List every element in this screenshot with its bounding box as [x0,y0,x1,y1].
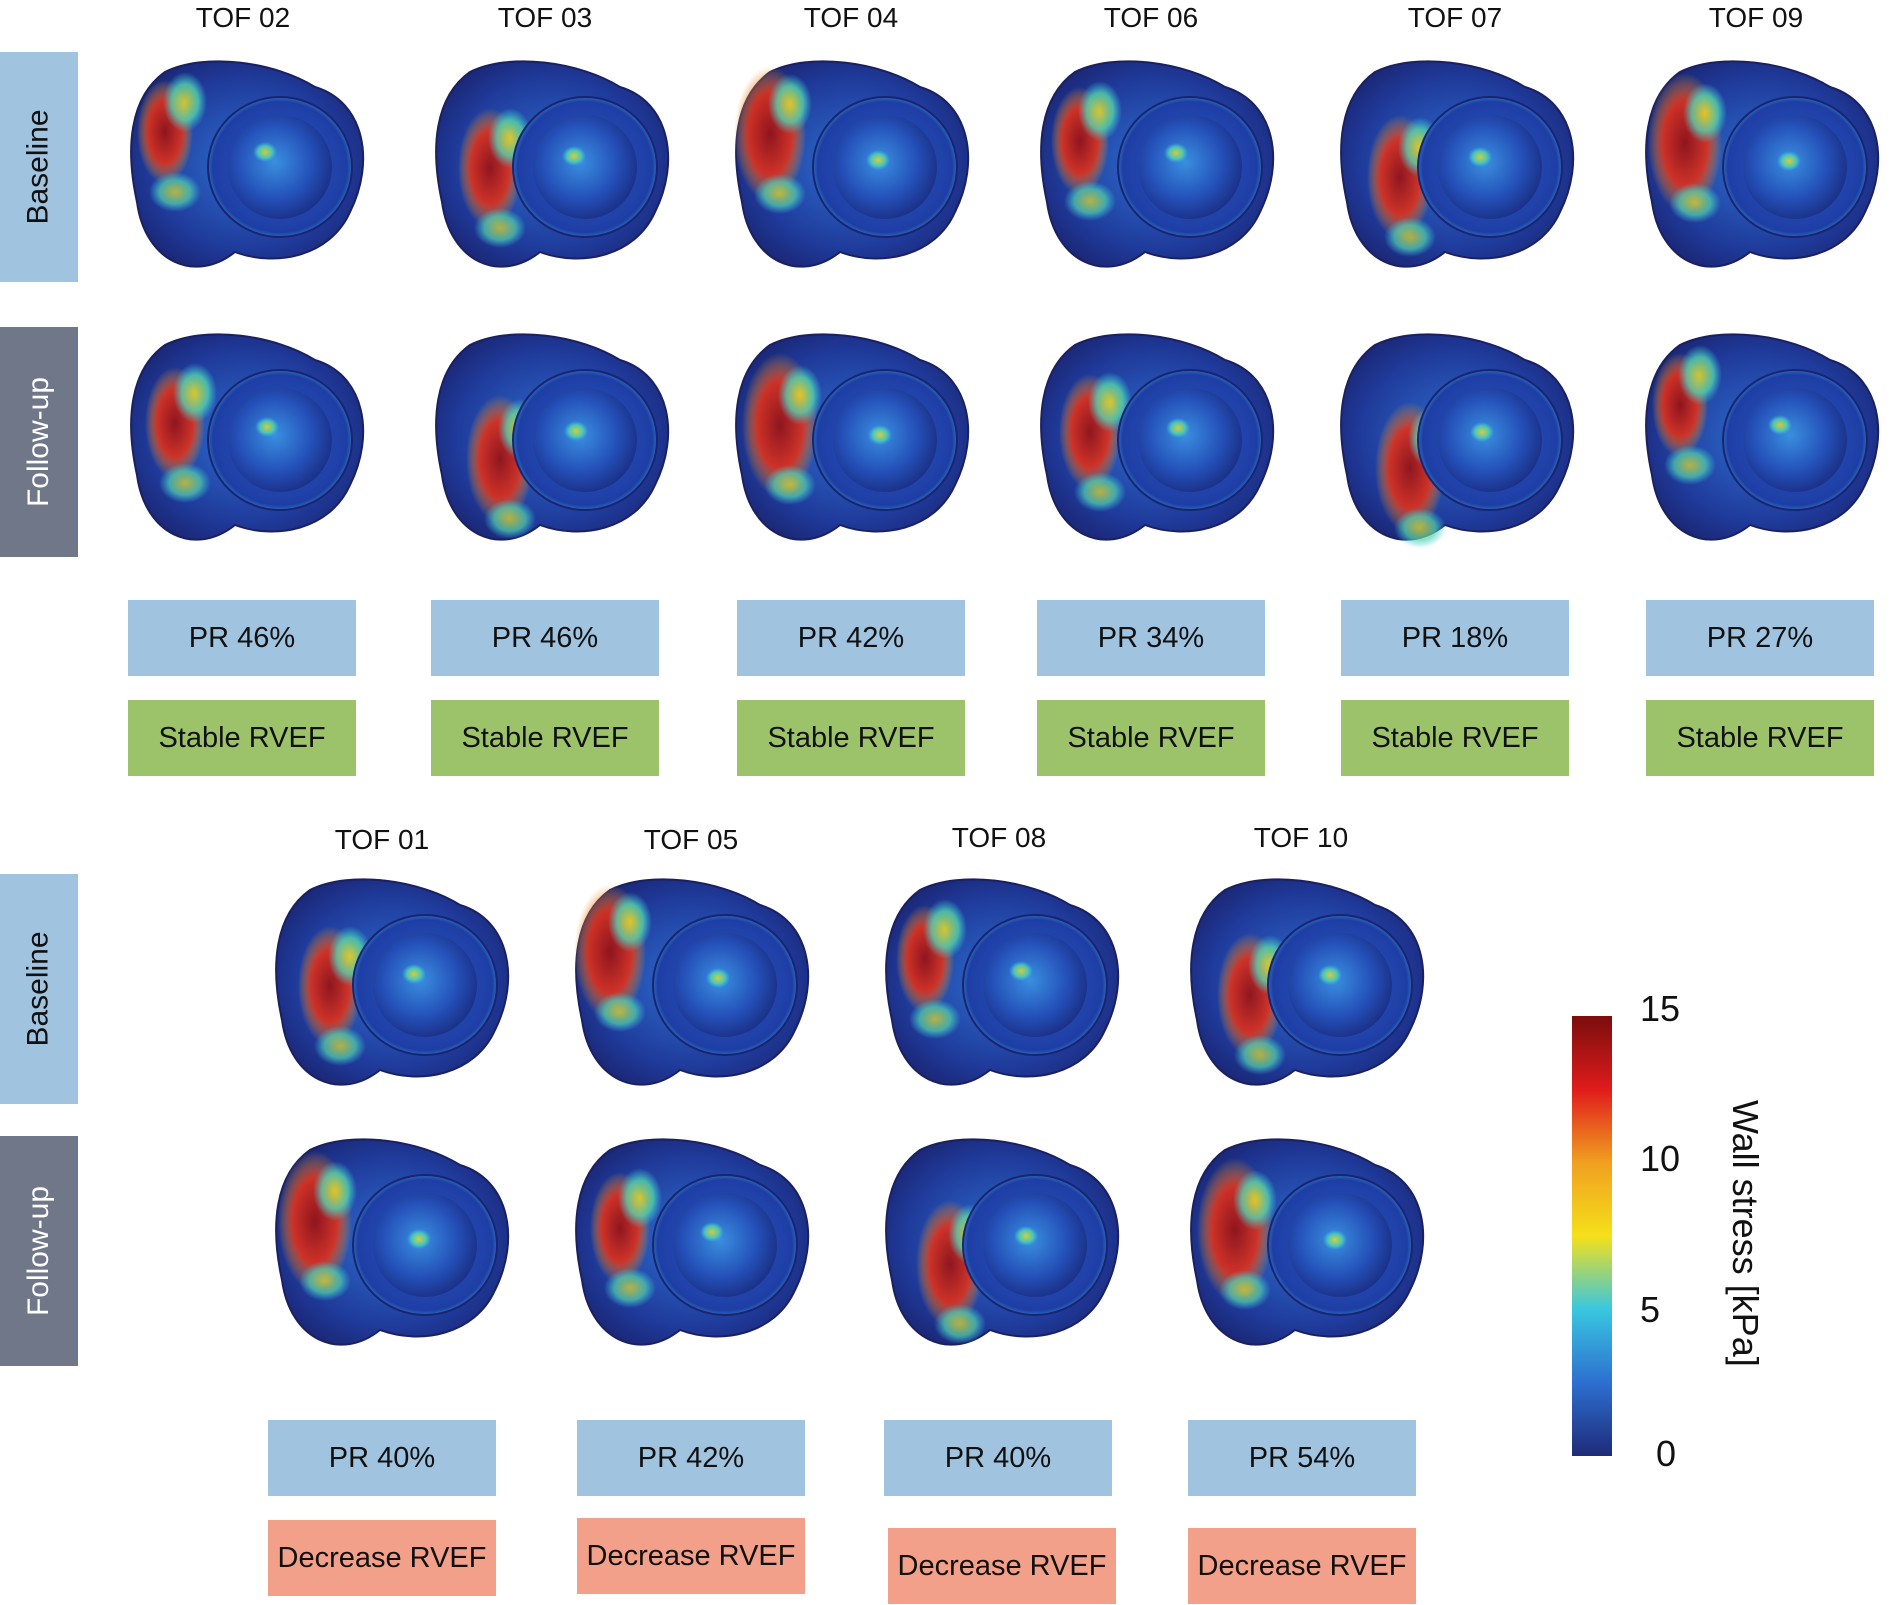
colorbar-gradient [1572,1016,1612,1456]
heart-stress-map [1645,333,1880,541]
row-label-text: Baseline [22,109,56,225]
pr-badge: PR 42% [577,1420,805,1496]
heart-stress-map [1040,60,1275,268]
rvef-badge: Stable RVEF [431,700,659,776]
column-title: TOF 02 [195,2,291,33]
colorbar-tick: 15 [1640,988,1681,1029]
colorbar-tick: 5 [1640,1289,1661,1330]
heart-stress-map [435,60,670,268]
rvef-badge: Stable RVEF [1037,700,1265,776]
rvef-badge: Decrease RVEF [577,1518,805,1594]
column-title: TOF 09 [1708,2,1804,33]
pr-badge: PR 18% [1341,600,1569,676]
column-title: TOF 04 [803,2,899,33]
rvef-badge: Decrease RVEF [888,1528,1116,1604]
colorbar-tick: 10 [1640,1138,1681,1179]
heart-stress-map [130,60,365,268]
row-label-followup: Follow-up [0,327,78,557]
row-label-text: Baseline [22,931,56,1047]
heart-stress-map [435,333,670,541]
pr-badge: PR 40% [268,1420,496,1496]
heart-stress-map [734,60,970,268]
heart-stress-map [1645,60,1880,268]
pr-badge: PR 27% [1646,600,1874,676]
column-title: TOF 01 [334,824,430,855]
row-label-baseline: Baseline [0,874,78,1104]
rvef-badge: Stable RVEF [737,700,965,776]
heart-stress-map [575,1138,810,1346]
heart-stress-map [1190,878,1425,1086]
row-label-followup: Follow-up [0,1136,78,1366]
heart-stress-map [885,1138,1120,1346]
heart-stress-map [275,878,510,1086]
row-label-baseline: Baseline [0,52,78,282]
heart-stress-map [130,333,365,541]
column-title: TOF 03 [497,2,593,33]
column-title: TOF 07 [1407,2,1503,33]
rvef-badge: Stable RVEF [1341,700,1569,776]
column-title: TOF 10 [1253,822,1349,853]
heart-stress-map [275,1138,510,1346]
pr-badge: PR 46% [431,600,659,676]
pr-badge: PR 42% [737,600,965,676]
heart-stress-map [1190,1138,1425,1346]
column-title: TOF 05 [643,824,739,855]
row-label-text: Follow-up [22,376,55,508]
heart-stress-map [1340,333,1575,548]
rvef-badge: Decrease RVEF [1188,1528,1416,1604]
pr-badge: PR 34% [1037,600,1265,676]
heart-stress-map [885,878,1120,1086]
rvef-badge: Stable RVEF [128,700,356,776]
rvef-badge: Decrease RVEF [268,1520,496,1596]
pr-badge: PR 40% [884,1420,1112,1496]
heart-stress-map [735,333,970,541]
pr-badge: PR 54% [1188,1420,1416,1496]
column-title: TOF 06 [1103,2,1199,33]
rvef-badge: Stable RVEF [1646,700,1874,776]
column-title: TOF 08 [951,822,1047,853]
colorbar-tick: 0 [1656,1433,1677,1474]
colorbar-title: Wall stress [kPa] [1725,1100,1766,1367]
heart-stress-map [574,878,810,1086]
heart-stress-map [1040,333,1275,541]
heart-stress-map [1340,60,1575,268]
pr-badge: PR 46% [128,600,356,676]
row-label-text: Follow-up [22,1185,55,1317]
